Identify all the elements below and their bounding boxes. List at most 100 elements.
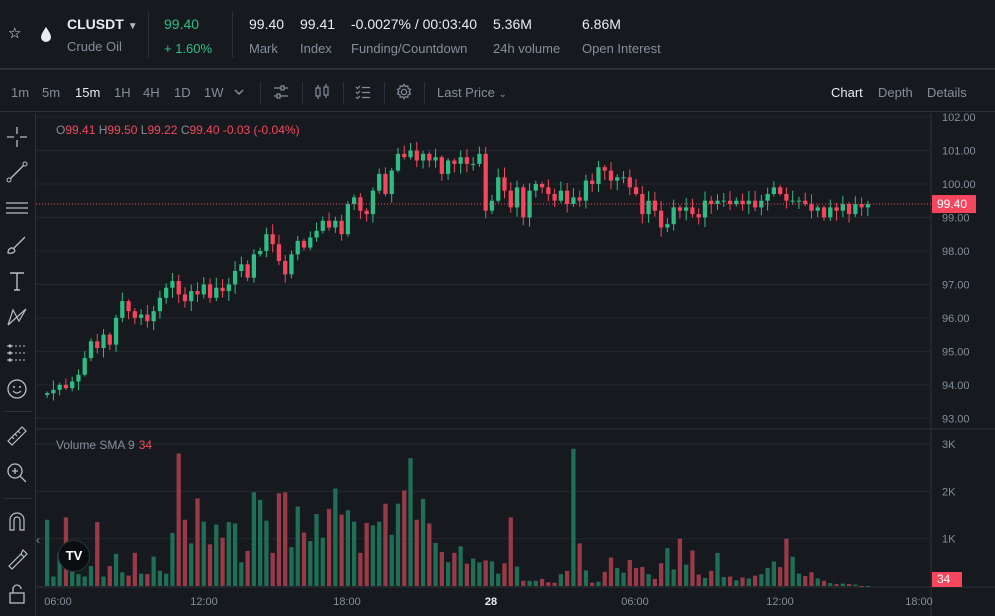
price-tick-label: 94.00 [942, 380, 970, 392]
volume-bar [201, 521, 206, 586]
volume-bar [514, 566, 520, 586]
price-chart[interactable]: 102.00 101.00 100.00 99.00 98.00 97.00 96.00 95… [36, 113, 995, 616]
price-tick-label: 100.00 [942, 179, 976, 191]
candle-body [126, 301, 131, 312]
drawing-toolbar [0, 113, 36, 616]
candle-body [76, 374, 81, 382]
text-icon[interactable] [5, 269, 29, 293]
volume-bar [533, 580, 538, 586]
pattern-icon[interactable] [5, 305, 29, 329]
volume-indicator-value: 34 [138, 438, 153, 452]
volume-bar [633, 568, 639, 586]
candle-body [433, 157, 438, 161]
gear-icon[interactable] [395, 83, 413, 101]
chevron-down-icon[interactable]: ⌄ [498, 89, 507, 100]
open-interest-value: 6.86M [582, 16, 621, 32]
candle-body [784, 194, 789, 201]
interval-1w[interactable]: 1W [204, 85, 224, 100]
candle-body [527, 190, 532, 218]
volume-bar [145, 574, 150, 586]
volume-tick-label: 1K [942, 534, 956, 546]
volume-bar [182, 519, 188, 586]
volume-bar [671, 569, 676, 586]
symbol-name[interactable]: CLUSDT [67, 16, 124, 32]
interval-1m[interactable]: 1m [11, 85, 30, 100]
crosshair-icon[interactable] [5, 125, 29, 149]
volume-bar [452, 552, 457, 586]
volume-bar [552, 582, 557, 586]
forecast-icon[interactable] [5, 341, 29, 365]
tab-details[interactable]: Details [927, 85, 967, 100]
candle-body [345, 204, 350, 235]
volume-bar [176, 453, 181, 586]
volume-bar [157, 570, 163, 586]
volume-bar [640, 567, 645, 586]
volume-bar [402, 490, 407, 586]
caret-down-icon[interactable]: ▼ [127, 21, 138, 32]
candle-body [771, 187, 777, 194]
volume-bar [232, 523, 238, 586]
price-type-selector[interactable]: Last Price ⌄ [437, 85, 507, 100]
horizontal-lines-icon[interactable] [5, 196, 29, 220]
trendline-icon[interactable] [5, 160, 29, 184]
toolbar-divider [343, 82, 344, 104]
volume-bar [778, 567, 783, 586]
candle-type-icon[interactable] [313, 83, 331, 101]
tab-chart[interactable]: Chart [831, 85, 863, 100]
volume-bar [565, 570, 570, 586]
interval-1h[interactable]: 1H [114, 85, 131, 100]
candlestick-chart[interactable]: 102.00 101.00 100.00 99.00 98.00 97.00 96.00 95… [36, 113, 995, 616]
volume-bar [207, 544, 213, 586]
chevron-down-icon[interactable] [232, 85, 246, 99]
candle-body [389, 170, 394, 194]
volume-bar [702, 577, 708, 586]
candle-body [113, 317, 119, 345]
candle-body [445, 160, 451, 174]
interval-4h[interactable]: 4H [143, 85, 160, 100]
chevron-left-icon[interactable]: ‹ [36, 533, 40, 547]
volume-indicator-name: Volume SMA 9 [56, 438, 135, 452]
volume-bar [408, 458, 413, 586]
candle-body [821, 207, 827, 218]
checklist-icon[interactable] [354, 83, 372, 101]
star-icon[interactable]: ☆ [8, 25, 22, 42]
ruler-icon[interactable] [5, 424, 29, 448]
candle-body [207, 284, 213, 298]
interval-5m[interactable]: 5m [42, 85, 61, 100]
candle-body [214, 287, 219, 298]
interval-1d[interactable]: 1D [174, 85, 191, 100]
volume-bar [364, 523, 369, 586]
candle-body [865, 204, 870, 208]
candle-body [251, 254, 257, 278]
candle-body [239, 264, 244, 271]
volume-bar [358, 552, 363, 586]
candle-body [264, 234, 269, 251]
interval-15m[interactable]: 15m [75, 85, 101, 100]
market-header: ☆ CLUSDT ▼ Crude Oil 99.40 + 1.60% 99.40 … [0, 0, 995, 70]
symbol-selector[interactable]: CLUSDT ▼ [67, 16, 138, 32]
volume-bar [621, 572, 626, 586]
candle-body [734, 200, 739, 205]
volume-bar [803, 576, 808, 586]
candle-body [803, 200, 808, 205]
magnet-icon[interactable] [5, 510, 29, 534]
indicators-icon[interactable] [272, 83, 290, 101]
volume-bar [420, 498, 426, 586]
volume-bar [840, 583, 845, 586]
volume-bar [483, 560, 488, 586]
brush-icon[interactable] [5, 233, 29, 257]
price-type-label[interactable]: Last Price [437, 85, 495, 100]
emoji-icon[interactable] [5, 377, 29, 401]
volume-bar [596, 581, 601, 586]
candle-body [70, 381, 75, 389]
volume-bar [258, 499, 263, 586]
unlock-icon[interactable] [5, 582, 29, 606]
candle-body [596, 167, 601, 184]
zoom-icon[interactable] [5, 461, 29, 485]
candle-body [320, 220, 325, 231]
candle-body [439, 157, 444, 174]
candle-body [258, 250, 263, 255]
lock-draw-icon[interactable] [5, 546, 29, 570]
tab-depth[interactable]: Depth [878, 85, 913, 100]
candle-body [195, 291, 200, 295]
